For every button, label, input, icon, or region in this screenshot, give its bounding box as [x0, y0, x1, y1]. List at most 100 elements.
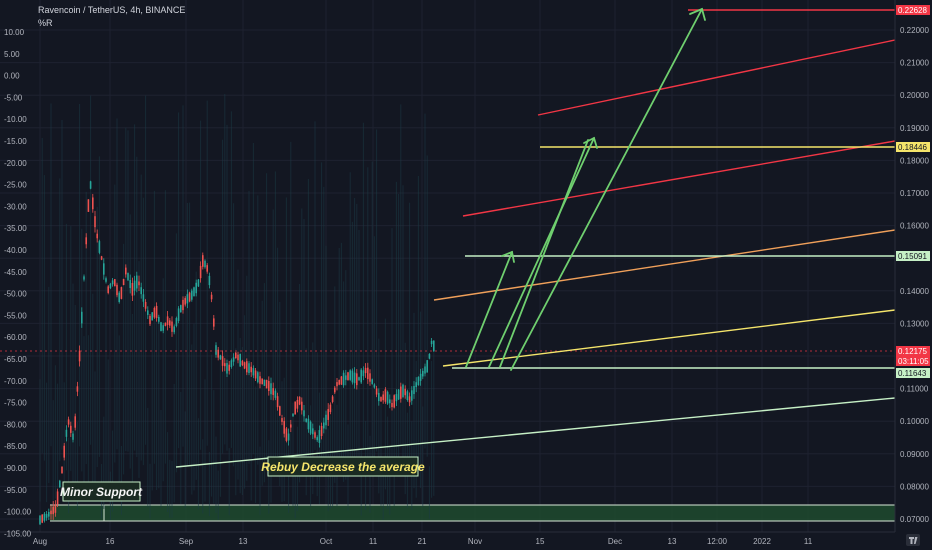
candle-body: [318, 430, 321, 443]
candle-body: [393, 395, 395, 408]
candle-body: [177, 308, 180, 321]
candle-body: [338, 380, 340, 385]
chart-title: Ravencoin / TetherUS, 4h, BINANCE: [38, 5, 185, 15]
candle-body: [213, 318, 215, 327]
right-tick-label: 0.17000: [900, 189, 929, 198]
candle-body: [118, 292, 120, 303]
candle-body: [120, 287, 123, 299]
time-axis-ticks: Aug 16 Sep 13 Oct 11 21 Nov 15 Dec 13 12:00 2022 11: [33, 537, 813, 546]
tradingview-logo-icon: [906, 534, 920, 546]
candle-body: [228, 364, 230, 371]
candle-body: [246, 361, 248, 373]
time-tick-label: Nov: [468, 537, 482, 546]
right-tick-label: 0.09000: [900, 450, 929, 459]
candle-body: [298, 396, 301, 405]
projection-arrows: [465, 7, 706, 371]
candle-body: [272, 388, 274, 395]
candle-body: [408, 396, 411, 403]
candle-body: [334, 387, 336, 393]
candle-body: [173, 326, 175, 333]
candle-body: [382, 394, 384, 401]
price-label-text: 03:11:05: [898, 357, 929, 366]
left-tick-label: -50.00: [4, 290, 27, 299]
candle-body: [162, 325, 164, 331]
price-label-entry: 0.11643: [896, 368, 930, 378]
candle-body: [389, 399, 391, 404]
candle-body: [96, 233, 98, 239]
arrow-to-target-3: [510, 7, 706, 371]
orange-trendline: [433, 229, 896, 301]
candle-body: [316, 437, 318, 441]
left-tick-label: -95.00: [4, 486, 27, 495]
candle-body: [39, 515, 41, 525]
candle-body: [422, 370, 424, 377]
candle-body: [129, 280, 131, 288]
candle-body: [195, 282, 197, 294]
arrow-to-target-1: [465, 250, 515, 368]
candle-body: [386, 391, 389, 404]
candle-body: [100, 256, 103, 260]
candle-body: [320, 425, 323, 437]
right-tick-label: 0.20000: [900, 91, 929, 100]
candle-body: [283, 420, 285, 434]
candle-body: [417, 376, 420, 386]
candle-body: [254, 370, 257, 379]
candle-body: [415, 382, 417, 388]
candle-body: [142, 294, 145, 302]
candle-body: [78, 350, 81, 362]
candle-body: [296, 400, 299, 409]
red-trendline-upper: [537, 39, 896, 116]
price-label-text: 0.11643: [898, 369, 927, 378]
candle-body: [373, 384, 376, 388]
candle-body: [428, 353, 431, 359]
candle-body: [144, 301, 147, 309]
candle-body: [147, 310, 149, 315]
candle-body: [329, 404, 332, 413]
candle-body: [305, 418, 307, 422]
time-tick-label: Dec: [608, 537, 622, 546]
rebuy-annotation[interactable]: Rebuy Decrease the average: [261, 456, 425, 477]
candle-body: [380, 397, 382, 402]
rebuy-note-box: [267, 456, 419, 477]
left-tick-label: -100.00: [4, 508, 32, 517]
candle-body: [217, 349, 219, 358]
target-levels: [452, 9, 895, 369]
candle-body: [259, 376, 261, 384]
candle-body: [136, 275, 138, 289]
candle-body: [413, 385, 415, 395]
grid-lines: [0, 0, 895, 532]
candle-body: [155, 305, 158, 319]
candle-body: [268, 380, 270, 392]
candle-body: [375, 388, 378, 395]
candle-body: [404, 388, 406, 396]
candle-body: [235, 352, 237, 359]
candle-body: [140, 287, 142, 295]
time-tick-label: 13: [239, 537, 248, 546]
candle-body: [250, 366, 252, 373]
candle-body: [74, 416, 76, 428]
candle-body: [309, 421, 312, 434]
candle-body: [276, 396, 279, 408]
candle-body: [193, 287, 195, 297]
candle-body: [347, 372, 349, 381]
time-tick-label: Aug: [33, 537, 47, 546]
candle-body: [241, 360, 244, 366]
candle-body: [340, 376, 343, 385]
candle-body: [274, 390, 277, 398]
support-trendline: [175, 397, 896, 468]
minor-support-zone: [50, 504, 895, 522]
minor-support-annotation[interactable]: Minor Support: [60, 481, 143, 502]
time-tick-label: 13: [668, 537, 677, 546]
right-axis-panel: [895, 0, 932, 550]
candle-body: [63, 445, 65, 458]
candle-body: [221, 356, 224, 366]
candle-body: [261, 378, 263, 385]
candle-body: [48, 512, 50, 517]
candle-body: [175, 318, 178, 326]
left-tick-label: -30.00: [4, 202, 27, 211]
time-tick-label: 2022: [753, 537, 771, 546]
candle-body: [131, 282, 134, 296]
